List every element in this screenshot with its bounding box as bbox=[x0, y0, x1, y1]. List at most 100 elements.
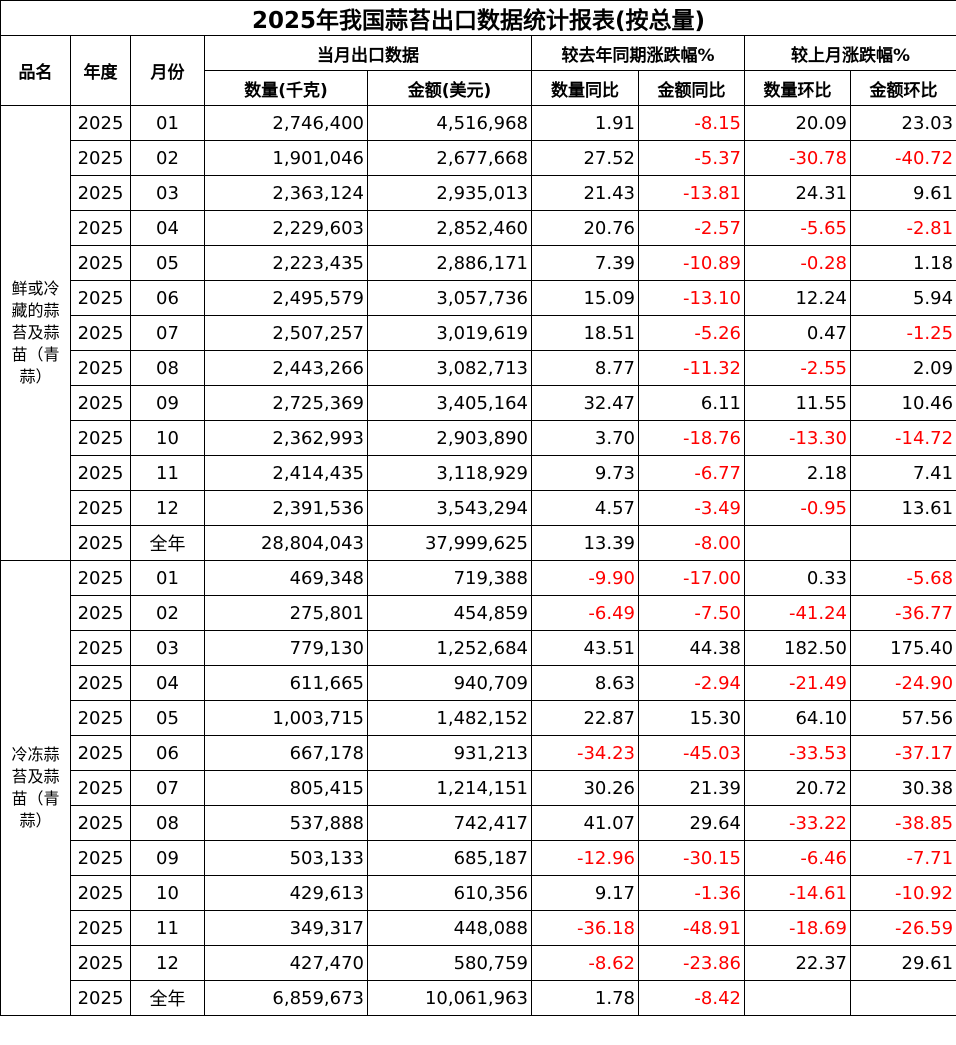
value-cell: 4,516,968 bbox=[367, 105, 532, 141]
header-row: 数量(千克) 金额(美元) 数量同比 金额同比 数量环比 金额环比 bbox=[1, 70, 956, 106]
data-row: 2025 11 349,317 448,088 -36.18 -48.91 -18.69 -2… bbox=[1, 910, 956, 946]
year-cell: 2025 bbox=[70, 665, 131, 701]
year-cell: 2025 bbox=[70, 140, 131, 176]
value-cell: 64.10 bbox=[744, 700, 851, 736]
value-cell: 37,999,625 bbox=[367, 525, 532, 561]
value-cell: -5.68 bbox=[849, 560, 956, 596]
value-cell: -13.81 bbox=[638, 175, 745, 211]
month-cell: 05 bbox=[130, 700, 205, 736]
value-cell: 2.18 bbox=[744, 455, 851, 491]
value-cell: 0.47 bbox=[744, 315, 851, 351]
value-cell: -2.57 bbox=[638, 210, 745, 246]
value-cell: -36.18 bbox=[531, 910, 639, 946]
data-row: 2025 10 429,613 610,356 9.17 -1.36 -14.61 -10.9… bbox=[1, 875, 956, 911]
value-cell: 3,082,713 bbox=[367, 350, 532, 386]
month-cell: 01 bbox=[130, 560, 205, 596]
value-cell: -14.72 bbox=[849, 420, 956, 456]
month-cell: 03 bbox=[130, 630, 205, 666]
value-cell: -6.77 bbox=[638, 455, 745, 491]
month-cell: 04 bbox=[130, 210, 205, 246]
month-cell: 全年 bbox=[130, 525, 205, 561]
value-cell: 3,543,294 bbox=[367, 490, 532, 526]
header-group: 较去年同期涨跌幅% bbox=[531, 35, 745, 71]
data-row: 2025 06 667,178 931,213 -34.23 -45.03 -33.53 -3… bbox=[1, 735, 956, 771]
value-cell: -6.46 bbox=[744, 840, 851, 876]
value-cell: 1.91 bbox=[531, 105, 639, 141]
data-row: 2025 11 2,414,435 3,118,929 9.73 -6.77 2.18 7.4… bbox=[1, 455, 956, 491]
value-cell: 8.63 bbox=[531, 665, 639, 701]
value-cell: 182.50 bbox=[744, 630, 851, 666]
value-cell: 7.39 bbox=[531, 245, 639, 281]
value-cell: 2,414,435 bbox=[204, 455, 368, 491]
value-cell: -33.53 bbox=[744, 735, 851, 771]
value-cell: 3,057,736 bbox=[367, 280, 532, 316]
data-row: 2025 06 2,495,579 3,057,736 15.09 -13.10 12.24… bbox=[1, 280, 956, 316]
year-cell: 2025 bbox=[70, 595, 131, 631]
value-cell: -9.90 bbox=[531, 560, 639, 596]
value-cell: -14.61 bbox=[744, 875, 851, 911]
value-cell: 275,801 bbox=[204, 595, 368, 631]
value-cell: 5.94 bbox=[849, 280, 956, 316]
year-cell: 2025 bbox=[70, 980, 131, 1016]
year-cell: 2025 bbox=[70, 875, 131, 911]
header-cell: 品名 bbox=[0, 35, 71, 106]
value-cell: 13.39 bbox=[531, 525, 639, 561]
value-cell: -13.30 bbox=[744, 420, 851, 456]
month-cell: 10 bbox=[130, 420, 205, 456]
month-cell: 11 bbox=[130, 910, 205, 946]
header-cell: 金额环比 bbox=[849, 70, 956, 106]
value-cell: -8.42 bbox=[638, 980, 745, 1016]
value-cell: 11.55 bbox=[744, 385, 851, 421]
month-cell: 06 bbox=[130, 735, 205, 771]
year-cell: 2025 bbox=[70, 910, 131, 946]
year-cell: 2025 bbox=[70, 630, 131, 666]
value-cell: 9.61 bbox=[849, 175, 956, 211]
header-cell: 金额(美元) bbox=[367, 70, 532, 106]
product-cell: 鲜或冷藏的蒜苔及蒜苗（青蒜） bbox=[0, 105, 71, 561]
header-group: 当月出口数据 bbox=[204, 35, 532, 71]
value-cell: 23.03 bbox=[849, 105, 956, 141]
year-cell: 2025 bbox=[70, 560, 131, 596]
value-cell: 2,746,400 bbox=[204, 105, 368, 141]
year-cell: 2025 bbox=[70, 945, 131, 981]
header-row: 品名 年度 月份 当月出口数据 较去年同期涨跌幅% 较上月涨跌幅% bbox=[0, 35, 956, 106]
value-cell: 27.52 bbox=[531, 140, 639, 176]
value-cell: 2,229,603 bbox=[204, 210, 368, 246]
value-cell: 537,888 bbox=[204, 805, 368, 841]
data-row: 2025 全年 28,804,043 37,999,625 13.39 -8.00 bbox=[1, 525, 956, 561]
value-cell: -21.49 bbox=[744, 665, 851, 701]
value-cell: 12.24 bbox=[744, 280, 851, 316]
month-cell: 04 bbox=[130, 665, 205, 701]
value-cell: 3,019,619 bbox=[367, 315, 532, 351]
month-cell: 12 bbox=[130, 490, 205, 526]
value-cell: 3.70 bbox=[531, 420, 639, 456]
month-cell: 12 bbox=[130, 945, 205, 981]
year-cell: 2025 bbox=[70, 280, 131, 316]
value-cell: -30.15 bbox=[638, 840, 745, 876]
month-cell: 08 bbox=[130, 350, 205, 386]
value-cell: -5.37 bbox=[638, 140, 745, 176]
title-row: 2025年我国蒜苔出口数据统计报表(按总量) bbox=[0, 0, 956, 36]
value-cell: 1,482,152 bbox=[367, 700, 532, 736]
value-cell: -7.71 bbox=[849, 840, 956, 876]
value-cell: 580,759 bbox=[367, 945, 532, 981]
year-cell: 2025 bbox=[70, 175, 131, 211]
value-cell: -48.91 bbox=[638, 910, 745, 946]
data-row: 2025 全年 6,859,673 10,061,963 1.78 -8.42 bbox=[1, 980, 956, 1016]
month-cell: 07 bbox=[130, 315, 205, 351]
value-cell: 44.38 bbox=[638, 630, 745, 666]
blank-cell bbox=[849, 980, 956, 1016]
value-cell: -2.81 bbox=[849, 210, 956, 246]
data-row: 2025 05 2,223,435 2,886,171 7.39 -10.89 -0.28 1… bbox=[1, 245, 956, 281]
month-cell: 10 bbox=[130, 875, 205, 911]
year-cell: 2025 bbox=[70, 385, 131, 421]
value-cell: -6.49 bbox=[531, 595, 639, 631]
value-cell: -45.03 bbox=[638, 735, 745, 771]
value-cell: 1,901,046 bbox=[204, 140, 368, 176]
month-cell: 11 bbox=[130, 455, 205, 491]
data-row: 冷冻蒜苔及蒜苗（青蒜） 2025 01 469,348 719,388 -9.90 -17.… bbox=[0, 560, 956, 1016]
value-cell: 742,417 bbox=[367, 805, 532, 841]
value-cell: 20.72 bbox=[744, 770, 851, 806]
year-cell: 2025 bbox=[70, 210, 131, 246]
value-cell: 22.87 bbox=[531, 700, 639, 736]
